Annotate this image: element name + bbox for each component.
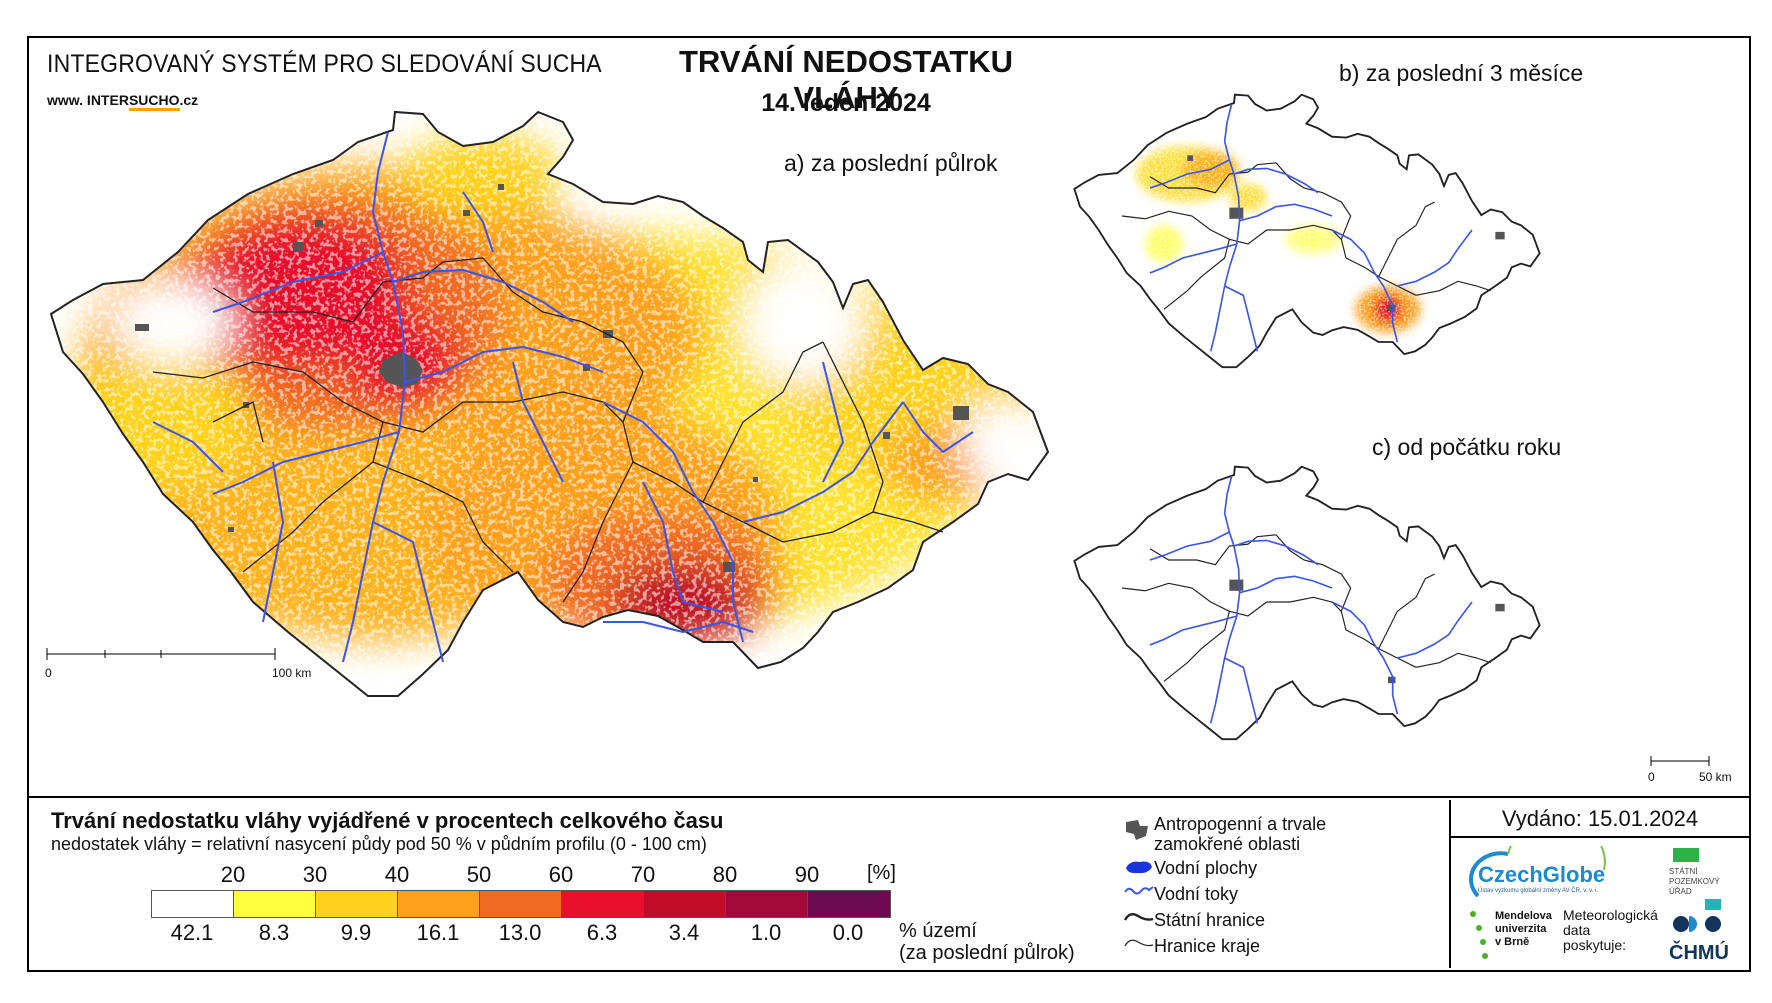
legend-rivers: Vodní toky — [1154, 884, 1239, 904]
legend-subtitle: nedostatek vláhy = relativní nasycení pů… — [51, 834, 707, 854]
state-border-icon — [1124, 913, 1154, 921]
legend-area-value: 8.3 — [258, 920, 290, 945]
spu-line3: ÚŘAD — [1669, 887, 1692, 896]
legend-urban: Antropogenní a trvale zamokřené oblasti — [1154, 814, 1326, 854]
chmu-logo-icon — [1673, 916, 1721, 932]
region-border-icon — [1124, 939, 1154, 947]
mendel-line3: v Brně — [1495, 936, 1530, 948]
mendel-dots-icon — [1470, 911, 1488, 959]
legend-area-value: 16.1 — [416, 920, 460, 945]
spu-logo: STÁTNÍ POZEMKOVÝ ÚŘAD — [1669, 848, 1729, 914]
map-c-since-year-start — [1073, 465, 1541, 741]
legend-break-label: 20 — [220, 862, 246, 887]
meteo-line2: data — [1563, 922, 1591, 938]
spu-line1: STÁTNÍ — [1669, 867, 1698, 876]
mendel-line2: univerzita — [1495, 923, 1547, 935]
mendel-logo: Mendelova univerzita v Brně — [1469, 910, 1552, 970]
chmu-name: ČHMÚ — [1669, 942, 1729, 964]
issued-date: Vydáno: 15.01.2024 — [1451, 800, 1749, 838]
legend-break-label: 40 — [384, 862, 410, 887]
legend-color-ramp — [151, 890, 891, 918]
spu-flag-icon — [1673, 848, 1699, 862]
legend-title: Trvání nedostatku vláhy vyjádřené v proc… — [51, 808, 724, 833]
scale-main-end: 100 km — [272, 666, 312, 680]
czechglobe-name: CzechGlobe — [1478, 862, 1606, 887]
legend-area-value: 0.0 — [832, 920, 864, 945]
spu-line2: POZEMKOVÝ — [1669, 877, 1720, 886]
legend-area-value: 9.9 — [340, 920, 372, 945]
legend-area: Trvání nedostatku vláhy vyjádřené v proc… — [29, 800, 1749, 970]
website-suffix: .cz — [179, 92, 199, 108]
meteo-credit: Meteorologická data poskytuje: — [1563, 908, 1658, 953]
legend-break-label: 60 — [548, 862, 574, 887]
legend-break-label: 80 — [712, 862, 738, 887]
website-highlight: SUCHO — [128, 92, 180, 111]
legend-swatch — [644, 891, 726, 917]
legend-area-value: 3.4 — [668, 920, 700, 945]
area-label-line1: % území — [899, 920, 977, 942]
water-body-icon — [1126, 861, 1152, 874]
map-b-three-months — [1073, 93, 1541, 369]
main-title: TRVÁNÍ NEDOSTATKU VLÁHY — [678, 44, 1014, 115]
legend-swatch — [234, 891, 316, 917]
legend-area-value: 42.1 — [170, 920, 214, 945]
website-link[interactable]: www. INTERSUCHO.cz — [47, 92, 199, 111]
legend-area-value: 1.0 — [750, 920, 782, 945]
map-frame: INTEGROVANÝ SYSTÉM PRO SLEDOVÁNÍ SUCHA w… — [27, 36, 1751, 972]
website-prefix: www. INTER — [47, 92, 129, 108]
legend-unit: [%] — [867, 862, 896, 884]
legend-break-label: 70 — [630, 862, 656, 887]
spu-square-icon — [1705, 899, 1721, 910]
legend-swatch — [480, 891, 562, 917]
scale-bar-main — [46, 648, 276, 660]
legend-region-border: Hranice kraje — [1154, 936, 1261, 956]
legend-area-label: % území (za poslední půlrok) — [899, 920, 1075, 964]
map-area: INTEGROVANÝ SYSTÉM PRO SLEDOVÁNÍ SUCHA w… — [29, 38, 1749, 798]
legend-swatch — [808, 891, 890, 917]
czechglobe-sub: Ústav výzkumu globální změny AV ČR, v. v… — [1478, 888, 1599, 894]
legend-swatch — [398, 891, 480, 917]
meteo-line3: poskytuje: — [1563, 937, 1627, 953]
legend-swatch — [726, 891, 808, 917]
legend-swatch — [152, 891, 234, 917]
legend-state-border: Státní hranice — [1154, 910, 1266, 930]
scale-bar-small — [1650, 756, 1710, 766]
legend-break-label: 90 — [794, 862, 820, 887]
urban-line1: Antropogenní a trvale — [1154, 814, 1327, 834]
area-label-line2: (za poslední půlrok) — [899, 942, 1075, 964]
map-date: 14. leden 2024 — [761, 89, 931, 117]
urban-area-icon — [1126, 820, 1148, 840]
mendel-line1: Mendelova — [1495, 910, 1552, 922]
system-title: INTEGROVANÝ SYSTÉM PRO SLEDOVÁNÍ SUCHA — [47, 50, 602, 78]
urban-line2: zamokřené oblasti — [1154, 834, 1301, 854]
legend-swatch — [316, 891, 398, 917]
panel-c-label: c) od počátku roku — [1372, 434, 1562, 460]
legend-separator — [1449, 800, 1451, 968]
czechglobe-arc-icon — [1468, 846, 1606, 898]
legend-break-label: 30 — [302, 862, 328, 887]
legend-swatch — [562, 891, 644, 917]
legend-area-value: 13.0 — [498, 920, 542, 945]
scale-main-zero: 0 — [45, 666, 52, 680]
meteo-line1: Meteorologická — [1563, 907, 1658, 923]
map-a-half-year — [50, 111, 1049, 697]
czechglobe-logo: CzechGlobe Ústav výzkumu globální změny … — [1464, 846, 1614, 908]
scale-small-zero: 0 — [1648, 770, 1655, 784]
river-icon — [1124, 886, 1154, 895]
legend-water-bodies: Vodní plochy — [1154, 858, 1258, 878]
panel-a-label: a) za poslední půlrok — [784, 150, 998, 176]
panel-b-label: b) za poslední 3 měsíce — [1339, 60, 1584, 86]
legend-break-label: 50 — [466, 862, 492, 887]
legend-area-value: 6.3 — [586, 920, 618, 945]
scale-small-end: 50 km — [1699, 770, 1732, 784]
